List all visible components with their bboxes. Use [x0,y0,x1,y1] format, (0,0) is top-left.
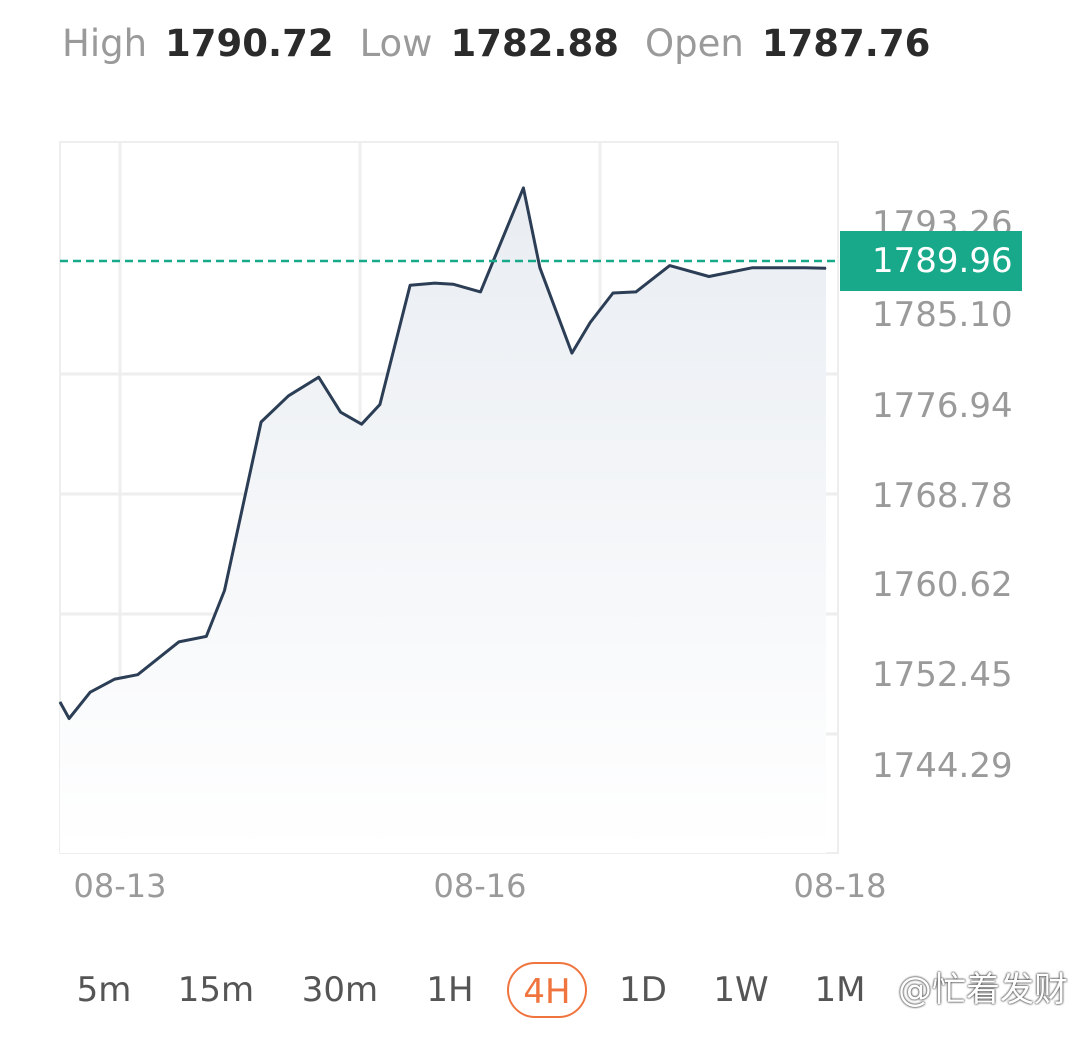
timeframe-30m-button[interactable]: 30m [301,970,379,1010]
open-label: Open [644,22,744,65]
price-point [260,421,262,423]
price-point [137,674,139,676]
price-point [522,187,524,189]
price-chart[interactable]: 1793.261785.101776.941768.781760.621752.… [0,130,1080,910]
open-value: 1787.76 [761,22,931,65]
price-stats: High 1790.72 Low 1782.88 Open 1787.76 [62,22,956,82]
price-point [178,641,180,643]
low-value: 1782.88 [450,22,619,65]
timeframe-1m-button[interactable]: 1M [814,970,866,1010]
timeframe-1d-button[interactable]: 1D [619,970,667,1010]
price-point [825,267,827,269]
price-point [539,267,541,269]
price-point [205,635,207,637]
price-point [612,292,614,294]
watermark-text: @忙着发财 [898,970,1068,1010]
current-price-badge [840,231,1022,291]
price-point [480,291,481,293]
price-area [60,187,826,853]
price-point [589,322,591,323]
price-point [114,678,116,680]
price-point [669,265,671,267]
x-tick-label: 08-18 [794,867,887,905]
current-price-label: 1789.96 [872,241,1013,281]
price-point [452,283,454,285]
price-point [318,376,320,378]
y-tick-label: 1752.45 [872,655,1013,695]
y-tick-label: 1776.94 [872,386,1013,426]
timeframe-4h-button[interactable]: 4H [507,962,587,1018]
timeframe-1w-button[interactable]: 1W [713,970,769,1010]
price-point [340,411,342,413]
price-point [379,404,381,405]
price-line [58,186,827,720]
y-tick-label: 1744.29 [872,746,1013,786]
price-point [434,282,436,284]
price-point [571,352,573,354]
timeframe-5m-button[interactable]: 5m [76,970,132,1010]
high-value: 1790.72 [165,22,334,65]
price-point [59,701,61,703]
price-point [224,590,225,591]
x-tick-label: 08-13 [74,867,167,905]
price-point [708,276,710,277]
price-point [804,267,806,269]
price-point [361,423,363,425]
price-point [751,267,753,269]
price-point [68,718,70,719]
price-point [89,691,91,693]
price-point [288,395,289,397]
price-point [409,284,411,286]
y-tick-label: 1785.10 [872,295,1013,335]
price-point [772,267,774,269]
y-tick-label: 1768.78 [872,476,1013,516]
x-tick-label: 08-16 [434,867,527,905]
high-label: High [62,22,148,65]
y-tick-label: 1760.62 [872,565,1013,605]
price-point [635,291,637,293]
low-label: Low [359,22,433,65]
timeframe-1h-button[interactable]: 1H [426,970,474,1010]
timeframe-15m-button[interactable]: 15m [177,970,255,1010]
